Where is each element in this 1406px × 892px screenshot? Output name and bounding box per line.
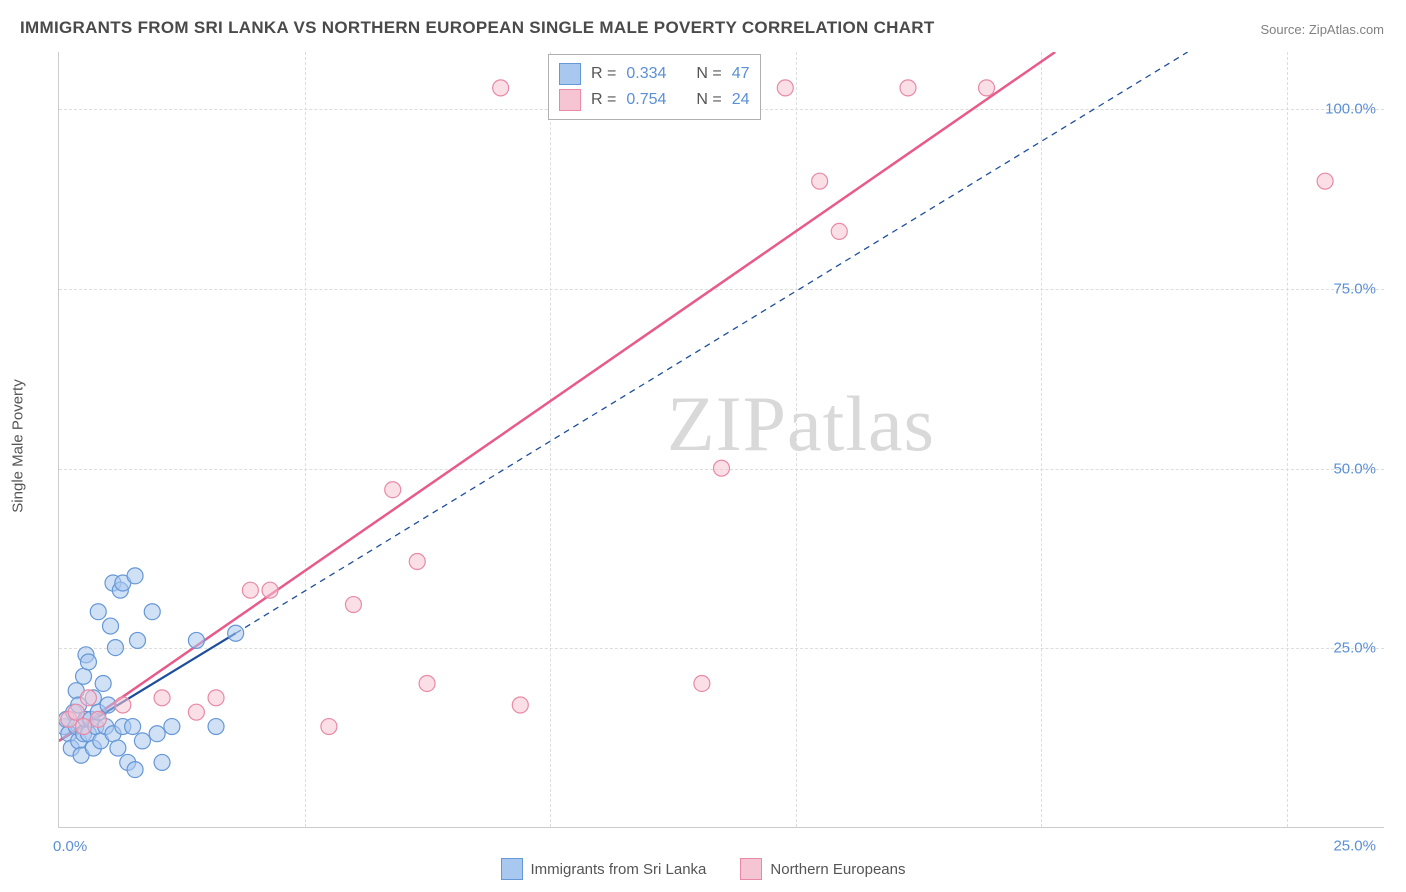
correlation-chart: IMMIGRANTS FROM SRI LANKA VS NORTHERN EU… (0, 0, 1406, 892)
swatch-series-1 (559, 63, 581, 85)
bottom-legend: Immigrants from Sri Lanka Northern Europ… (0, 858, 1406, 880)
x-tick-label: 0.0% (53, 838, 87, 855)
legend-item-1: Immigrants from Sri Lanka (501, 858, 707, 880)
y-axis-title: Single Male Poverty (10, 379, 27, 512)
stats-row-series-1: R = 0.334 N = 47 (559, 61, 750, 87)
n-value-1: 47 (732, 65, 750, 83)
n-value-2: 24 (732, 91, 750, 109)
legend-item-2: Northern Europeans (740, 858, 905, 880)
plot-area: ZIPatlas 25.0%50.0%75.0%100.0%0.0%25.0% (58, 52, 1384, 828)
plot-svg (59, 52, 1384, 827)
chart-title: IMMIGRANTS FROM SRI LANKA VS NORTHERN EU… (20, 18, 935, 38)
r-label: R = (591, 91, 616, 109)
legend-label-1: Immigrants from Sri Lanka (531, 861, 707, 878)
n-label: N = (696, 65, 721, 83)
legend-swatch-2 (740, 858, 762, 880)
x-tick-label: 25.0% (1333, 838, 1376, 855)
r-label: R = (591, 65, 616, 83)
swatch-series-2 (559, 89, 581, 111)
r-value-1: 0.334 (626, 65, 666, 83)
stats-row-series-2: R = 0.754 N = 24 (559, 87, 750, 113)
legend-swatch-1 (501, 858, 523, 880)
r-value-2: 0.754 (626, 91, 666, 109)
source-attribution: Source: ZipAtlas.com (1260, 22, 1384, 37)
stats-legend-box: R = 0.334 N = 47 R = 0.754 N = 24 (548, 54, 761, 120)
legend-label-2: Northern Europeans (770, 861, 905, 878)
n-label: N = (696, 91, 721, 109)
